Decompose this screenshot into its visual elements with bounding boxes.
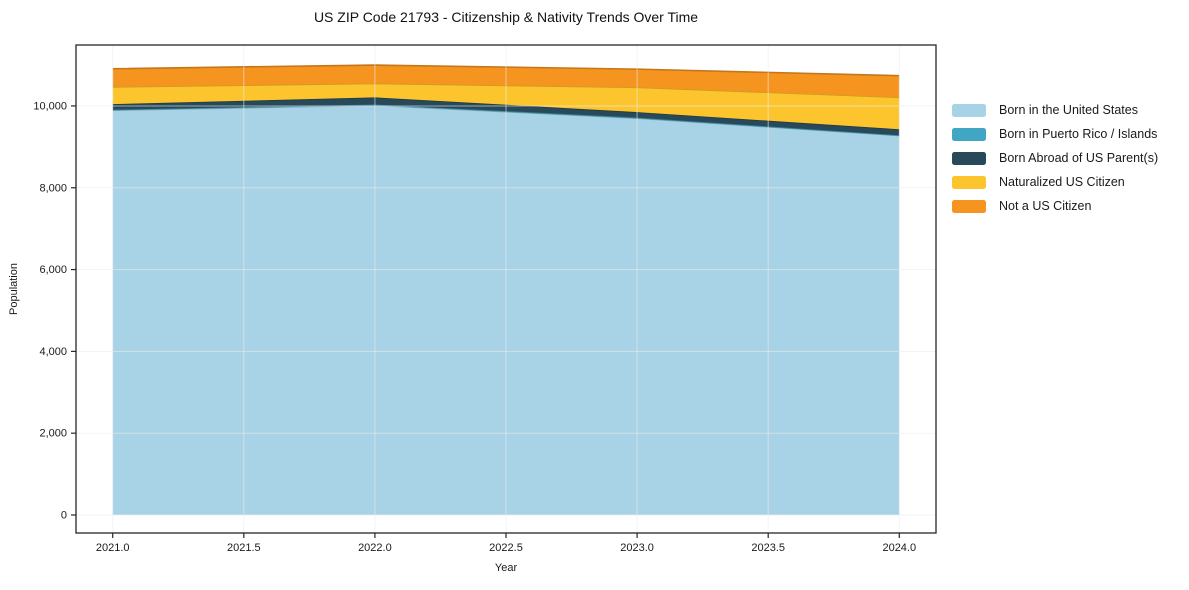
chart-title: US ZIP Code 21793 - Citizenship & Nativi… [313,9,699,25]
legend-swatch [952,128,986,141]
legend-label: Born in the United States [999,103,1138,117]
y-tick-label: 4,000 [39,346,67,358]
x-tick-label: 2022.0 [358,542,392,554]
legend-swatch [952,176,986,189]
legend-item: Born Abroad of US Parent(s) [952,151,1158,166]
y-tick-label: 0 [61,510,67,522]
x-tick-label: 2021.0 [96,542,130,554]
y-tick-label: 8,000 [39,182,67,194]
x-tick-label: 2022.5 [489,542,523,554]
legend-label: Naturalized US Citizen [999,175,1125,189]
legend-item: Born in the United States [952,103,1158,118]
area-naturalized-us-citizen [112,83,900,130]
y-axis-title: Population [8,263,20,315]
legend-swatch [952,104,986,117]
x-tick-label: 2023.5 [751,542,785,554]
legend-label: Not a US Citizen [999,199,1092,213]
x-tick-label: 2021.5 [227,542,261,554]
x-tick-label: 2024.0 [882,542,916,554]
y-tick-label: 10,000 [33,100,67,112]
legend-item: Naturalized US Citizen [952,175,1158,190]
x-tick-label: 2023.0 [620,542,654,554]
legend-label: Born in Puerto Rico / Islands [999,127,1158,141]
legend-label: Born Abroad of US Parent(s) [999,151,1159,165]
legend-item: Not a US Citizen [952,199,1158,214]
y-tick-label: 2,000 [39,428,67,440]
y-tick-label: 6,000 [39,264,67,276]
x-axis-title: Year [494,562,518,574]
legend-swatch [952,200,986,213]
legend: Born in the United States Born in Puerto… [952,103,1158,223]
legend-item: Born in Puerto Rico / Islands [952,127,1158,142]
legend-swatch [952,152,986,165]
